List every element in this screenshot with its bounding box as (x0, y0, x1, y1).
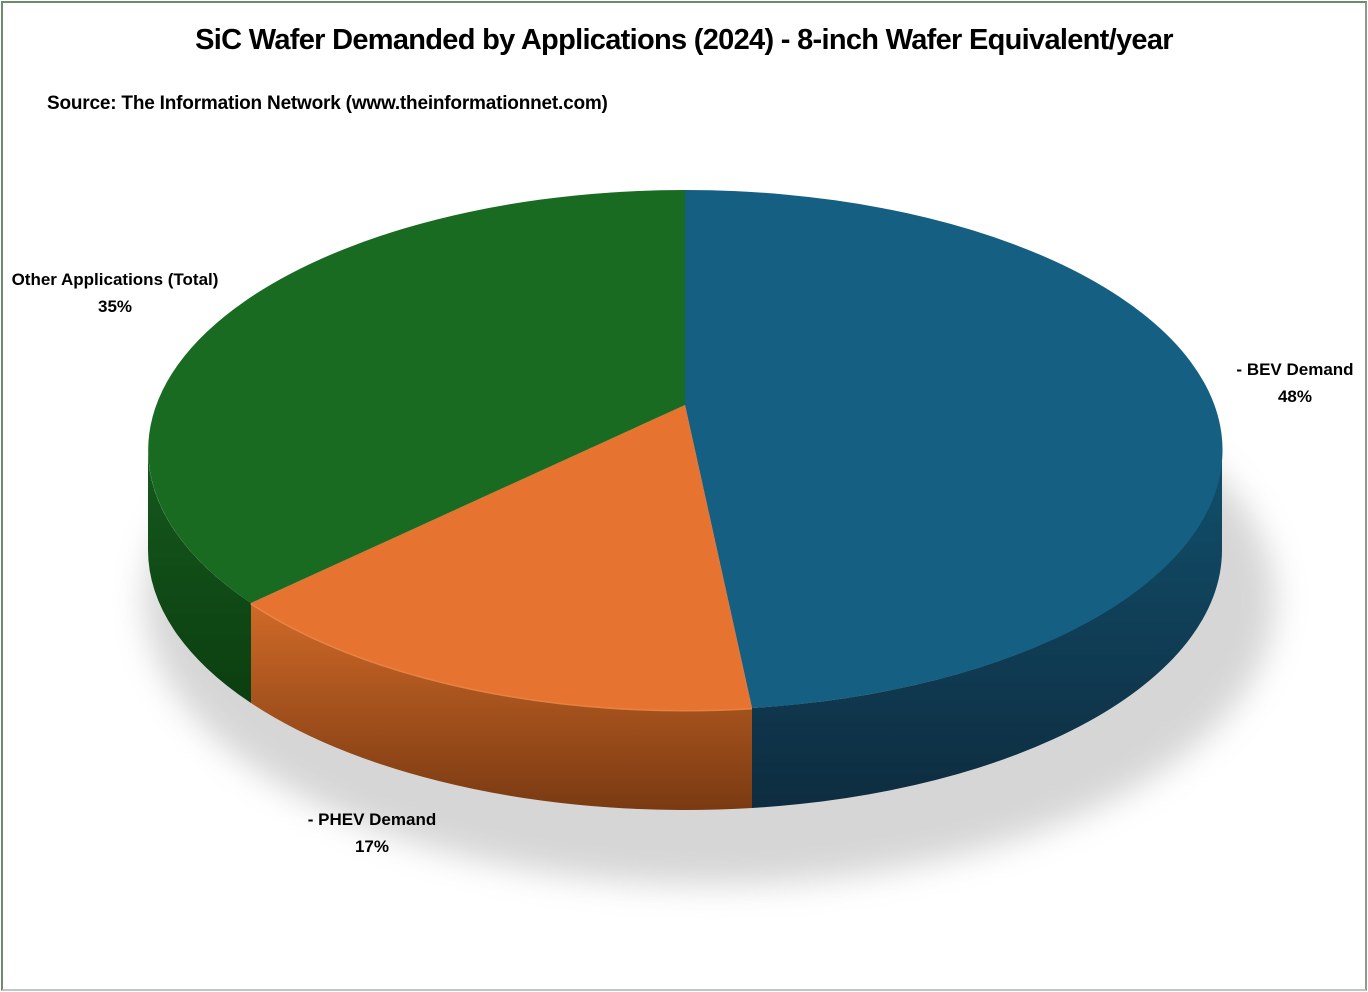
pie-side-other (148, 450, 251, 703)
label-other-applications: Other Applications (Total) 35% (12, 266, 219, 320)
label-other-applications-pct: 35% (97, 297, 133, 316)
label-phev-demand-pct: 17% (354, 837, 390, 856)
pie-slice-other-top (148, 190, 686, 603)
chart-title: SiC Wafer Demanded by Applications (2024… (195, 24, 1173, 56)
label-bev-demand-text: - BEV Demand (1236, 360, 1354, 379)
pie-side-phev (251, 603, 752, 811)
pie-slice-phev-top (251, 405, 752, 711)
label-bev-demand: - BEV Demand 48% (1236, 356, 1353, 410)
chart-source: Source: The Information Network (www.the… (47, 93, 608, 114)
pie-slice-bev-top (685, 189, 1223, 708)
label-bev-demand-pct: 48% (1277, 387, 1313, 406)
label-phev-demand: - PHEV Demand 17% (308, 806, 436, 860)
pie-side-bev (752, 450, 1222, 808)
label-phev-demand-text: - PHEV Demand (307, 810, 437, 829)
label-other-applications-text: Other Applications (Total) (11, 270, 219, 289)
